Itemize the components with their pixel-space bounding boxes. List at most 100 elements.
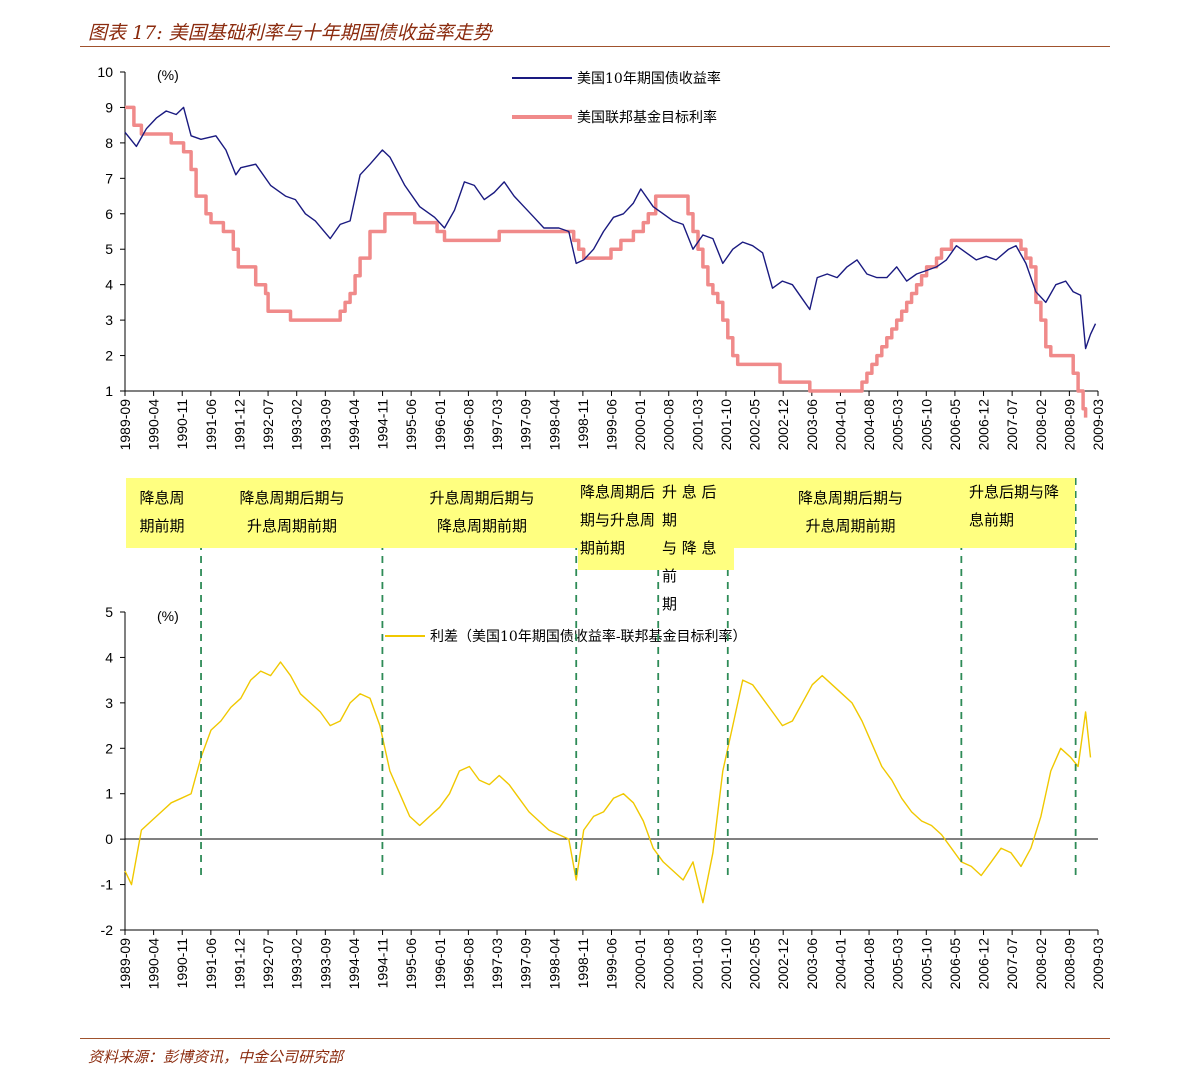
x-tick-label: 2003-06 [804, 399, 820, 451]
x-tick-label: 1998-04 [546, 399, 562, 451]
bottom-x-ticks: 1989-09 1990-04 1990-11 1991-06 1991-12 1992-… [117, 930, 1106, 989]
phase-box-line: 与 降 息 前 [662, 539, 717, 585]
x-tick-label: 1994-04 [346, 938, 362, 990]
x-tick-label: 1996-01 [432, 938, 448, 990]
x-tick-label: 2000-08 [661, 399, 677, 451]
x-tick-label: 2007-07 [1004, 938, 1020, 990]
spread-line [124, 661, 1092, 904]
x-tick-label: 1998-11 [575, 938, 591, 989]
figure-title: 图表 17: 美国基础利率与十年期国债收益率走势 [88, 22, 492, 44]
legend-label-fed: 美国联邦基金目标利率 [577, 109, 717, 126]
x-tick-label: 2002-12 [775, 938, 791, 990]
x-tick-label: 2005-03 [890, 938, 906, 990]
y-tick-label: 6 [105, 206, 113, 222]
top-series [124, 105, 1097, 418]
x-tick-label: 1991-06 [203, 399, 219, 451]
x-tick-label: 2000-01 [632, 938, 648, 990]
x-tick-label: 2000-01 [632, 399, 648, 451]
top-y-ticks: 1 2 3 4 5 6 7 8 9 10 [97, 64, 125, 399]
x-tick-label: 1993-02 [289, 938, 305, 990]
phase-box-line: 降息周期后 [580, 483, 656, 501]
top-legend: 美国10年期国债收益率 美国联邦基金目标利率 [512, 70, 721, 126]
x-tick-label: 2009-03 [1090, 938, 1106, 990]
x-tick-label: 1999-06 [604, 938, 620, 990]
phase-box-line: 降息周期后期与 [797, 489, 903, 507]
phase-box-3: 升息周期后期与 降息周期前期 [386, 478, 578, 548]
x-tick-label: 1999-06 [604, 399, 620, 451]
x-tick-label: 1989-09 [117, 938, 133, 990]
y-tick-label: 10 [97, 64, 113, 80]
phase-box-line: 升息后期与降 [969, 483, 1060, 501]
x-tick-label: 1990-04 [146, 938, 162, 990]
y-tick-label: 3 [105, 695, 113, 711]
x-tick-label: 1997-09 [518, 938, 534, 990]
y-tick-label: -1 [101, 877, 114, 893]
bottom-legend: 利差（美国10年期国债收益率-联邦基金目标利率） [385, 628, 747, 645]
top-x-ticks: 1989-09 1990-04 1990-11 1991-06 1991-12 1992-… [117, 391, 1106, 450]
legend-label-treasury: 美国10年期国债收益率 [577, 70, 721, 87]
x-tick-label: 1994-11 [375, 399, 391, 450]
x-tick-label: 1993-09 [317, 399, 333, 451]
x-tick-label: 1994-04 [346, 399, 362, 451]
x-tick-label: 2008-09 [1061, 399, 1077, 451]
phase-box-5: 升 息 后 期与 降 息 前期 [660, 478, 734, 613]
x-tick-label: 2004-08 [861, 938, 877, 990]
x-tick-label: 1997-03 [489, 399, 505, 451]
y-tick-label: 2 [105, 740, 113, 756]
phase-box-4: 降息周期后期与升息周期前期 [578, 478, 660, 570]
phase-box-1: 降息周 期前期 [126, 478, 198, 548]
legend-label-spread: 利差（美国10年期国债收益率-联邦基金目标利率） [430, 628, 747, 645]
y-tick-label: 1 [105, 383, 113, 399]
phase-box-line: 期前期 [580, 539, 626, 557]
y-tick-label: 2 [105, 348, 113, 364]
top-chart: 1 2 3 4 5 6 7 8 9 10 1989-09 1990-04 1990-11 1991-06… [97, 64, 1106, 450]
bottom-series [124, 661, 1092, 904]
x-tick-label: 1991-12 [231, 938, 247, 990]
title-rule [80, 46, 1110, 47]
x-tick-label: 2006-12 [976, 938, 992, 990]
source-rule [80, 1038, 1110, 1039]
x-tick-label: 1998-04 [546, 938, 562, 990]
phase-box-line: 降息周期前期 [436, 517, 527, 535]
phase-box-line: 升息周期后期与 [429, 489, 535, 507]
phase-box-line: 期 [662, 595, 678, 613]
x-tick-label: 2001-03 [689, 399, 705, 451]
y-tick-label: -2 [101, 922, 114, 938]
phase-box-line: 升 息 后 期 [662, 483, 717, 529]
bottom-y-ticks: -2 -1 0 1 2 3 4 5 [101, 604, 125, 938]
phase-box-line: 升息周期前期 [805, 517, 896, 535]
x-tick-label: 1990-11 [174, 399, 190, 450]
x-tick-label: 2008-02 [1033, 399, 1049, 451]
y-tick-label: 8 [105, 135, 113, 151]
y-tick-label: 5 [105, 604, 113, 620]
y-tick-label: 3 [105, 312, 113, 328]
x-tick-label: 2006-12 [976, 399, 992, 451]
phase-box-line: 期与升息周 [580, 511, 656, 529]
phase-box-line: 降息周期后期与 [239, 489, 345, 507]
fed-funds-line [125, 105, 1088, 418]
x-tick-label: 1994-11 [375, 938, 391, 989]
bottom-unit-label: (%) [157, 608, 179, 624]
y-tick-label: 0 [105, 831, 113, 847]
x-tick-label: 1998-11 [575, 399, 591, 450]
treasury-yield-line [124, 106, 1097, 350]
phase-box-2: 降息周期后期与 升息周期前期 [198, 478, 386, 548]
x-tick-label: 1991-06 [203, 938, 219, 990]
y-tick-label: 5 [105, 241, 113, 257]
x-tick-label: 1997-09 [518, 399, 534, 451]
x-tick-label: 2004-01 [832, 399, 848, 451]
phase-box-line: 息前期 [969, 511, 1015, 529]
x-tick-label: 2008-09 [1061, 938, 1077, 990]
x-tick-label: 2002-05 [747, 399, 763, 451]
x-tick-label: 1996-08 [460, 938, 476, 990]
source-note: 资料来源：彭博资讯，中金公司研究部 [88, 1048, 344, 1066]
x-tick-label: 2006-05 [947, 399, 963, 451]
x-tick-label: 2005-10 [918, 938, 934, 990]
x-tick-label: 2008-02 [1033, 938, 1049, 990]
x-tick-label: 2005-03 [890, 399, 906, 451]
x-tick-label: 2000-08 [661, 938, 677, 990]
y-tick-label: 4 [105, 277, 113, 293]
x-tick-label: 1996-08 [460, 399, 476, 451]
x-tick-label: 2005-10 [918, 399, 934, 451]
